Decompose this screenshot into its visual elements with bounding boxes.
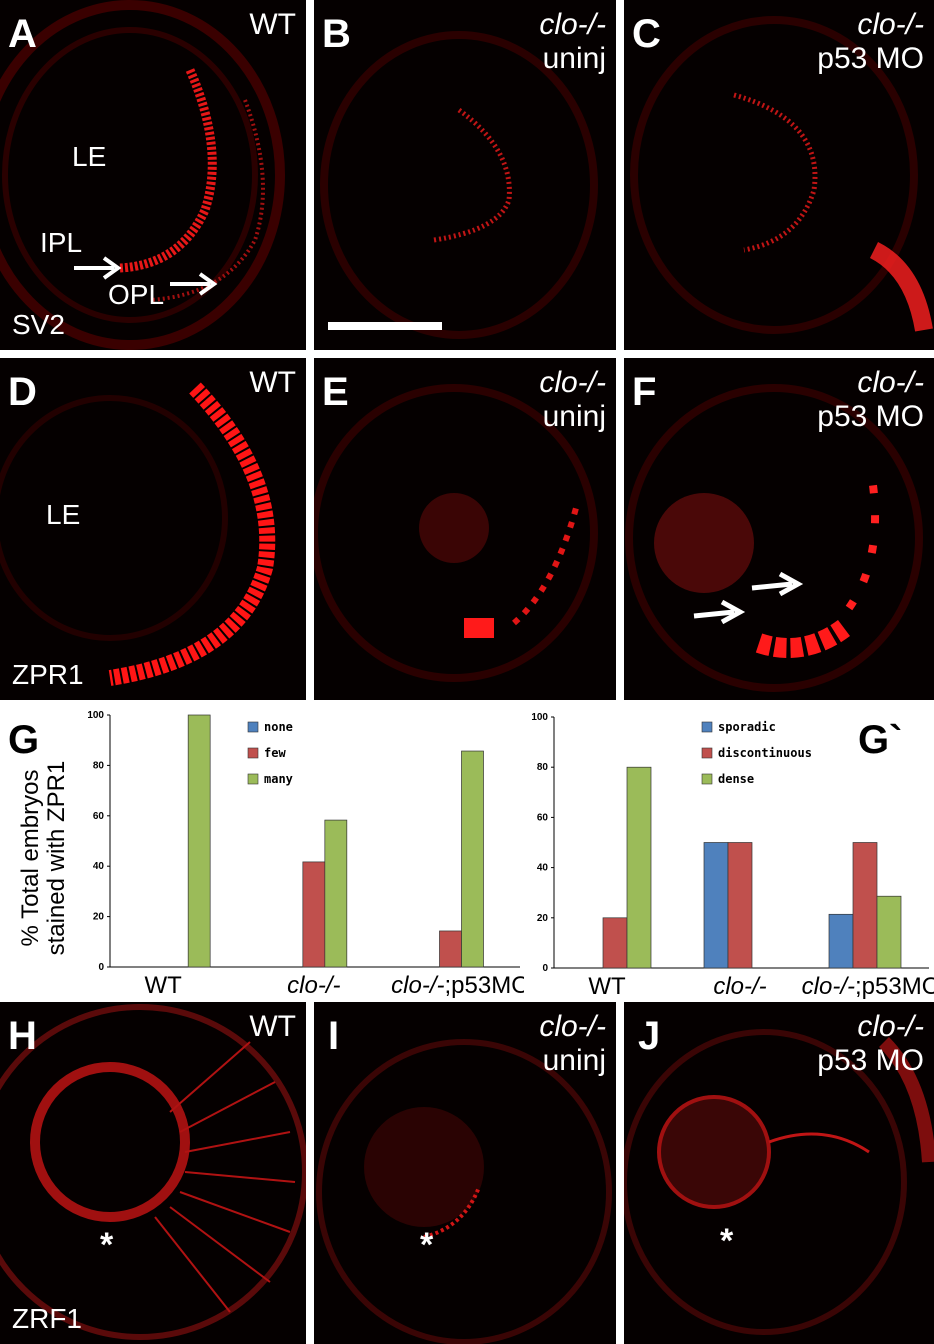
bar-many-1	[324, 819, 348, 968]
y-tick-label: 100	[87, 710, 104, 721]
legend-label-sporadic: sporadic	[718, 720, 776, 734]
legend-swatch-discontinuous	[701, 747, 713, 759]
retina-image-i	[316, 1039, 612, 1344]
ipl-label: IPL	[40, 227, 83, 258]
retina-image-f	[625, 384, 923, 692]
chart-area: G G` % Total embryos stained with ZPR1 0…	[0, 700, 934, 1002]
chart-g: 0 20 40 60 80 100 WT clo-/- clo-/-;p53MO none few m…	[87, 710, 524, 999]
panel-label-e: E	[322, 370, 349, 414]
condition-label-h: WT	[249, 1010, 296, 1043]
legend-swatch-none	[247, 721, 259, 733]
y-tick-label: 0	[98, 962, 104, 973]
panel-label-f: F	[632, 370, 657, 414]
condition-label-f: clo-/- p53 MO	[817, 366, 924, 433]
condition-label-i: clo-/- uninj	[539, 1010, 606, 1077]
chart-g-prime: 0 20 40 60 80 100 WT clo-/- clo-/-;p53MO sporadic…	[531, 712, 934, 1000]
panel-b: B clo-/- uninj	[314, 0, 616, 350]
panel-f: F clo-/- p53 MO	[624, 358, 934, 700]
condition-label-e: clo-/- uninj	[539, 366, 606, 433]
stain-label-h: ZRF1	[12, 1303, 82, 1334]
panel-j: J clo-/- p53 MO *	[624, 1002, 934, 1344]
x-category-label: WT	[145, 972, 183, 999]
panel-label-a: A	[8, 12, 37, 56]
bar-discontinuous-2	[852, 842, 878, 969]
retina-image-b	[320, 31, 598, 339]
panel-label-g-prime: G`	[858, 718, 903, 762]
y-tick-label: 0	[542, 963, 548, 974]
legend-swatch-dense	[701, 773, 713, 785]
legend-swatch-few	[247, 747, 259, 759]
condition-label-b: clo-/- uninj	[539, 8, 606, 75]
retina-image-h	[0, 1004, 306, 1340]
bar-sporadic-1	[703, 842, 729, 969]
asterisk-h: *	[100, 1226, 114, 1264]
panel-a: A WT LE IPL OPL SV2	[0, 0, 306, 350]
x-category-label: WT	[588, 973, 626, 1000]
y-tick-label: 20	[93, 912, 105, 923]
condition-label-c: clo-/- p53 MO	[817, 8, 924, 75]
panel-d: D WT LE ZPR1	[0, 358, 306, 700]
panel-label-g: G	[8, 718, 40, 762]
asterisk-i: *	[420, 1226, 434, 1264]
bar-few-2	[439, 930, 462, 968]
x-category-label: clo-/-;p53MO	[391, 972, 524, 999]
panel-label-i: I	[328, 1014, 340, 1058]
legend-swatch-sporadic	[701, 721, 713, 733]
stain-label-d: ZPR1	[12, 659, 84, 690]
x-category-label: clo-/-	[713, 973, 766, 1000]
panel-h: H WT * ZRF1	[0, 1002, 306, 1344]
y-tick-label: 100	[531, 712, 548, 723]
panel-label-c: C	[632, 12, 661, 56]
panel-label-h: H	[8, 1014, 37, 1058]
y-tick-label: 80	[93, 760, 105, 771]
y-tick-label: 20	[537, 913, 549, 924]
x-category-label: clo-/-	[287, 972, 340, 999]
stain-label-a: SV2	[12, 309, 65, 340]
legend-label-few: few	[264, 746, 286, 760]
bar-discontinuous-1	[727, 842, 753, 969]
y-tick-label: 60	[93, 811, 105, 822]
opl-label: OPL	[108, 279, 165, 310]
retina-image-a	[0, 0, 285, 350]
panel-label-j: J	[638, 1014, 661, 1058]
lens-label-d: LE	[46, 499, 81, 530]
bar-dense-2	[876, 895, 902, 969]
legend-label-dense: dense	[718, 772, 754, 786]
panel-e: E clo-/- uninj	[314, 358, 616, 700]
condition-label-a: WT	[249, 8, 296, 41]
bar-many-2	[461, 750, 484, 968]
retina-image-d	[0, 382, 276, 686]
condition-label-j: clo-/- p53 MO	[817, 1010, 924, 1077]
x-category-label: clo-/-;p53MO	[802, 973, 934, 1000]
condition-label-d: WT	[249, 366, 296, 399]
bar-many-0	[187, 714, 211, 968]
legend-label-many: many	[264, 772, 293, 786]
panel-c: C clo-/- p53 MO	[624, 0, 934, 350]
panel-label-b: B	[322, 12, 351, 56]
arrow-icons-a	[74, 256, 218, 296]
y-tick-label: 40	[537, 863, 549, 874]
retina-image-e	[314, 384, 598, 682]
retina-image-c	[630, 16, 933, 334]
y-tick-label: 80	[537, 762, 549, 773]
bar-few-1	[302, 861, 326, 968]
retina-image-j	[624, 1029, 934, 1335]
y-tick-label: 40	[93, 861, 105, 872]
legend-label-none: none	[264, 720, 293, 734]
y-tick-label: 60	[537, 812, 549, 823]
chart-g-ylabel: % Total embryos stained with ZPR1	[17, 760, 70, 956]
lens-label-a: LE	[72, 141, 107, 172]
panel-i: I clo-/- uninj *	[314, 1002, 616, 1344]
asterisk-j: *	[720, 1222, 734, 1260]
bar-discontinuous-0	[602, 917, 628, 969]
panel-label-d: D	[8, 370, 37, 414]
bar-sporadic-2	[828, 913, 854, 969]
bar-dense-0	[626, 766, 652, 969]
legend-swatch-many	[247, 773, 259, 785]
legend-label-discontinuous: discontinuous	[718, 746, 812, 760]
